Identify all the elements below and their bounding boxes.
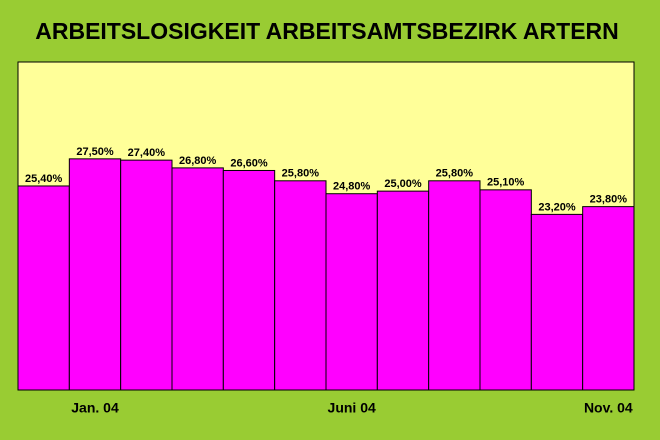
bar <box>530 213 584 391</box>
bar <box>376 190 430 391</box>
x-tick-label: Jan. 04 <box>71 400 119 416</box>
bar <box>120 159 173 391</box>
bar <box>171 167 224 391</box>
value-label: 25,80% <box>436 168 474 180</box>
value-label: 23,80% <box>590 194 628 206</box>
x-tick-label: Nov. 04 <box>584 400 633 416</box>
bar <box>274 180 327 391</box>
chart-title: ARBEITSLOSIGKEIT ARBEITSAMTSBEZIRK ARTER… <box>35 18 619 44</box>
bar <box>17 185 70 391</box>
value-label: 26,80% <box>179 155 217 167</box>
value-label: 25,80% <box>282 168 320 180</box>
bar <box>428 180 481 391</box>
x-tick-label: Juni 04 <box>328 400 376 416</box>
value-label: 25,00% <box>384 178 422 190</box>
value-label: 26,60% <box>230 157 268 169</box>
value-label: 24,80% <box>333 181 371 193</box>
value-label: 23,20% <box>538 201 576 213</box>
value-label: 27,50% <box>76 146 114 158</box>
bar <box>582 206 635 391</box>
value-label: 25,40% <box>25 173 63 185</box>
value-label: 25,10% <box>487 177 525 189</box>
bar <box>479 189 532 391</box>
bar <box>222 169 276 391</box>
bar <box>325 193 378 391</box>
bar <box>68 158 122 391</box>
value-label: 27,40% <box>128 147 166 159</box>
